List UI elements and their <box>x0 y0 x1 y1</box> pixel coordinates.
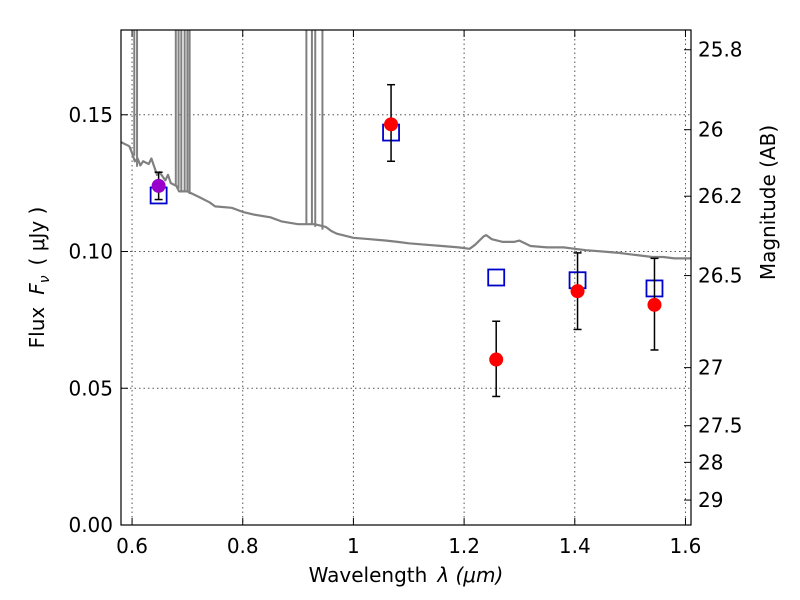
x-tick-label: 1.6 <box>670 534 702 558</box>
x-tick-label: 1.2 <box>448 534 480 558</box>
x-axis-label: Wavelength λ (μm) <box>309 563 504 587</box>
y-tick-label: 0.00 <box>68 513 113 537</box>
y2-tick-label: 29 <box>698 488 723 512</box>
y-tick-label: 0.10 <box>68 240 113 264</box>
y2-tick-label: 25.8 <box>698 38 743 62</box>
observed-flux-point <box>489 352 504 367</box>
y-tick-label: 0.05 <box>68 376 113 400</box>
observed-flux-point <box>570 284 585 299</box>
sed-model-line <box>121 141 691 260</box>
right-y-axis-label: Magnitude (AB) <box>756 125 780 280</box>
observed-flux-point <box>151 178 166 193</box>
observed-flux-point <box>647 297 662 312</box>
grid-lines <box>121 30 691 526</box>
observed-flux-point <box>384 117 399 132</box>
y2-tick-label: 27 <box>698 356 723 380</box>
model-flux-marker <box>487 268 506 287</box>
x-tick-label: 1 <box>347 534 360 558</box>
axis-ticks: 0.6 0.8 1 1.2 1.4 1.6 0.00 0.05 0.10 0.15 25.8 26 26… <box>68 30 743 558</box>
plot-area <box>121 30 691 398</box>
y2-tick-label: 26.2 <box>698 184 743 208</box>
y2-tick-label: 28 <box>698 450 723 474</box>
x-tick-label: 1.4 <box>559 534 591 558</box>
y2-tick-label: 26.5 <box>698 264 743 288</box>
y-axis-label: FluxFν( μJy ) <box>25 207 53 349</box>
y-tick-label: 0.15 <box>68 103 113 127</box>
y2-tick-label: 26 <box>698 118 723 142</box>
x-tick-label: 0.8 <box>227 534 259 558</box>
y2-tick-label: 27.5 <box>698 414 743 438</box>
x-tick-label: 0.6 <box>116 534 148 558</box>
plot-frame <box>120 29 692 526</box>
